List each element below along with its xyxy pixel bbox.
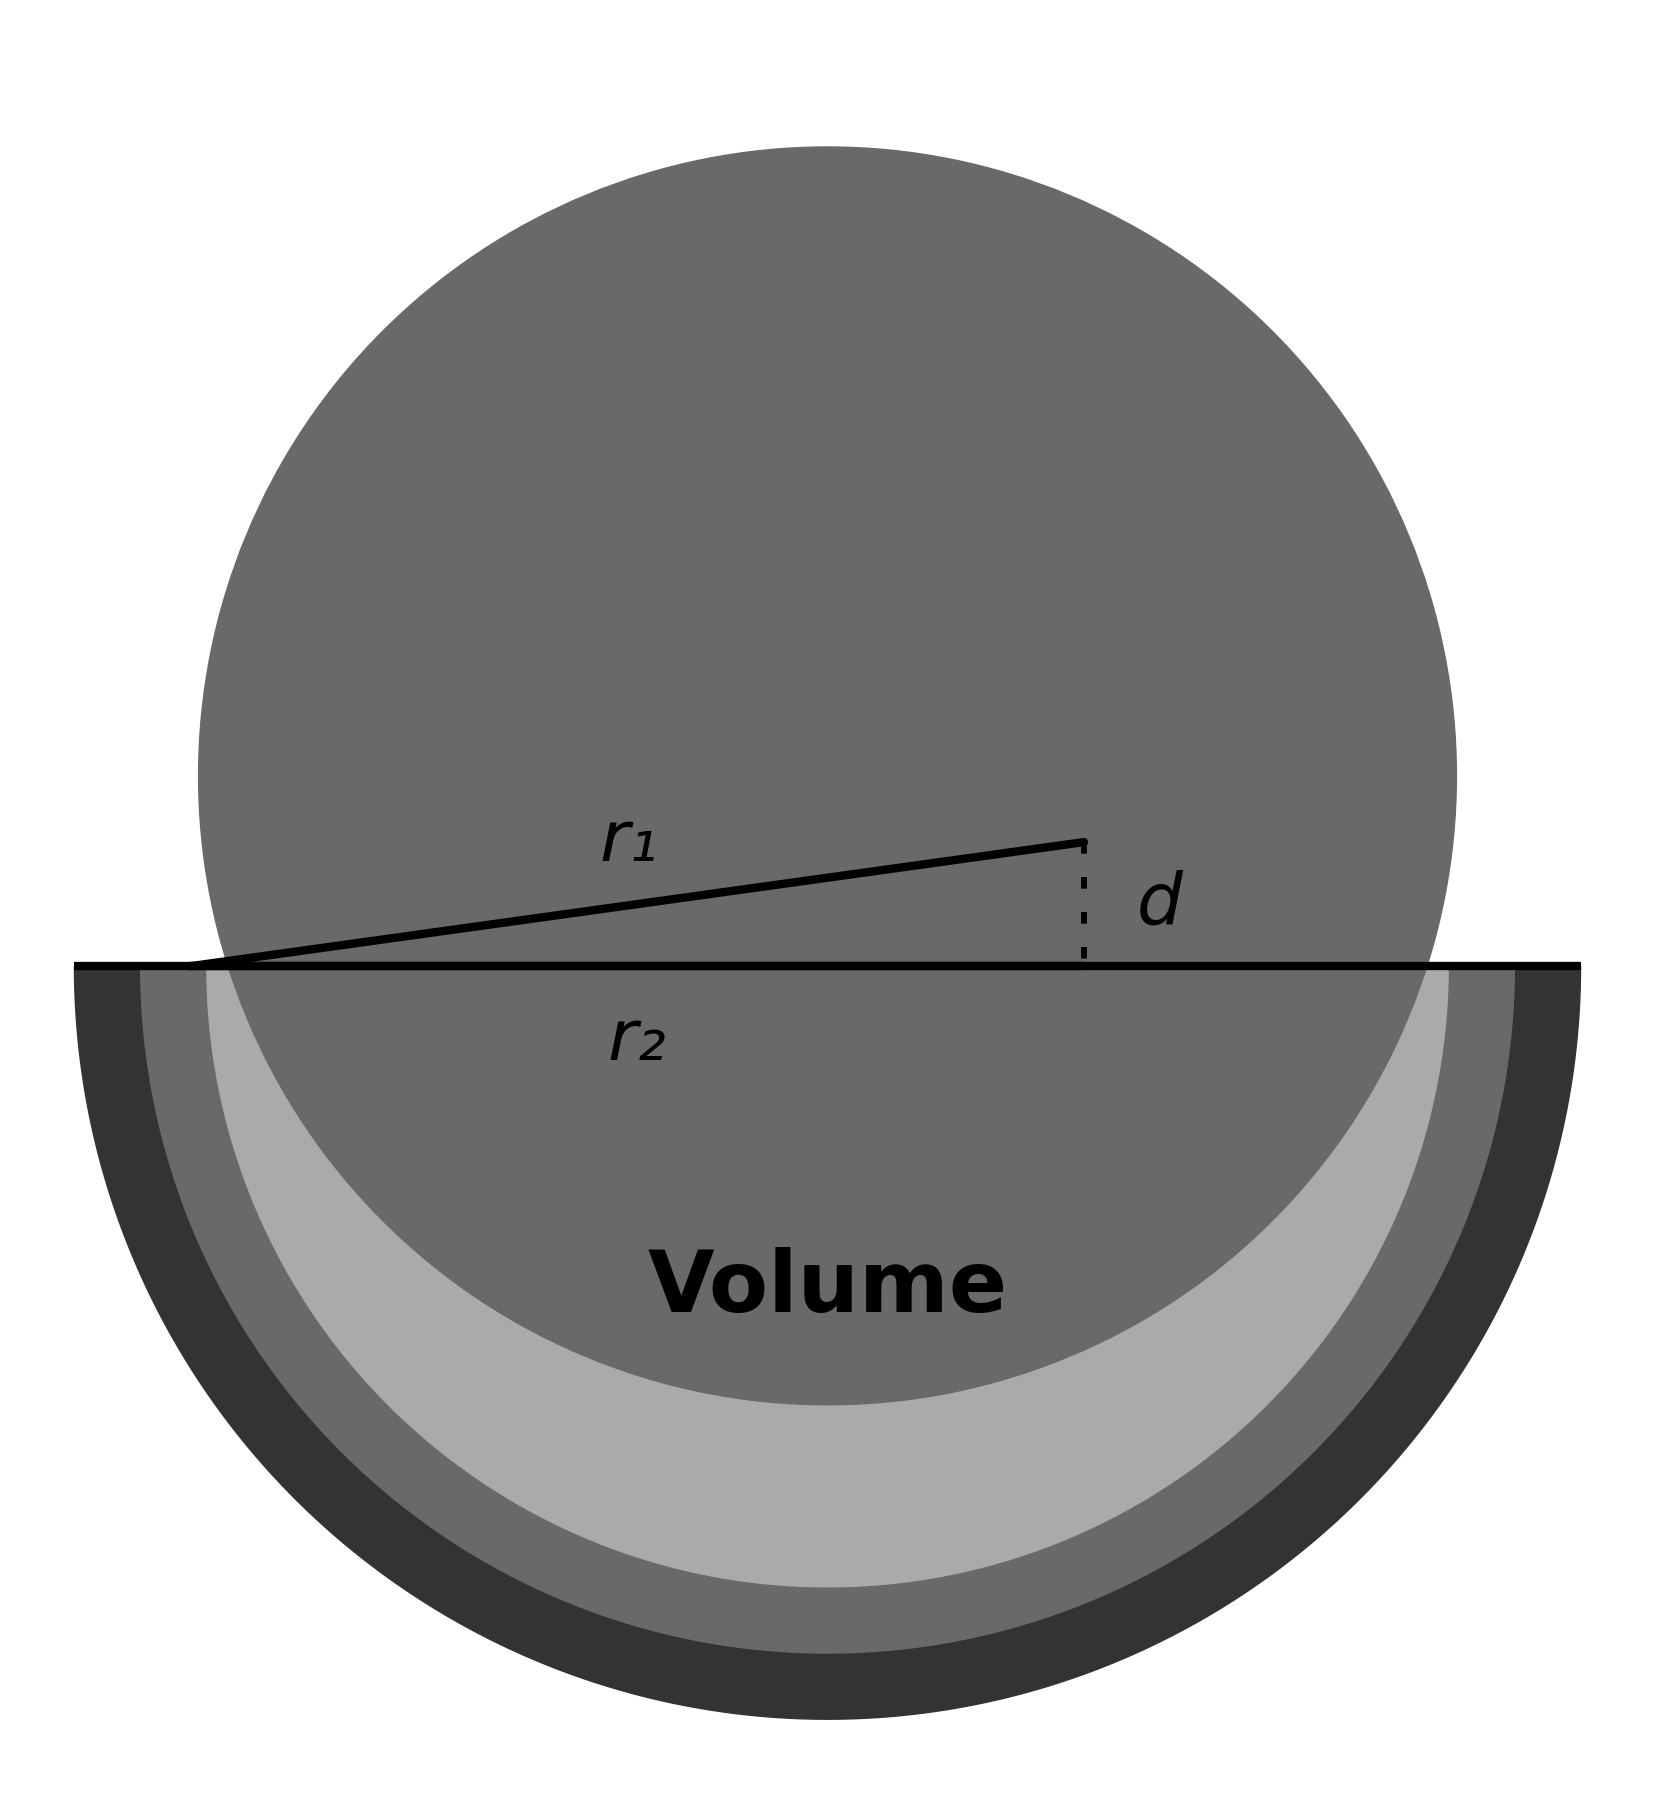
Polygon shape [207, 967, 1448, 1588]
Polygon shape [74, 967, 1581, 1719]
Text: Volume: Volume [647, 1247, 1008, 1330]
Polygon shape [141, 967, 1514, 1652]
Text: r₂: r₂ [607, 1006, 667, 1075]
Text: d: d [1137, 869, 1183, 938]
Text: r₁: r₁ [599, 806, 659, 877]
Circle shape [199, 148, 1456, 1404]
